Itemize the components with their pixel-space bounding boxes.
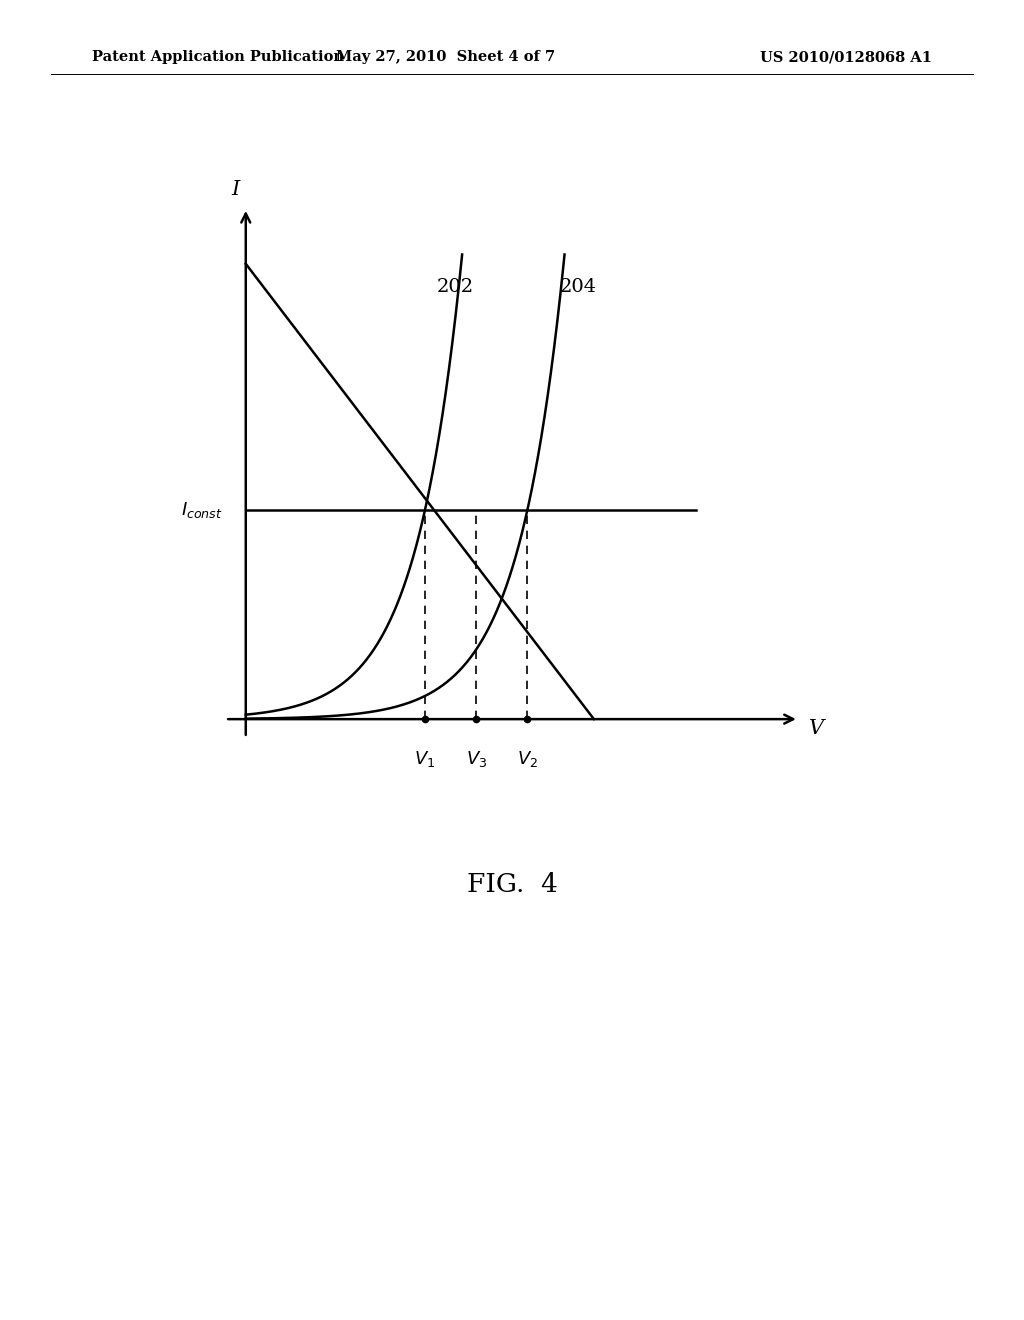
Text: $V_2$: $V_2$ <box>517 750 538 770</box>
Text: $I_{const}$: $I_{const}$ <box>181 500 223 520</box>
Text: 202: 202 <box>437 279 474 296</box>
Text: V: V <box>809 719 824 738</box>
Text: US 2010/0128068 A1: US 2010/0128068 A1 <box>760 50 932 65</box>
Text: $V_3$: $V_3$ <box>466 750 486 770</box>
Text: $V_1$: $V_1$ <box>415 750 435 770</box>
Text: FIG.  4: FIG. 4 <box>467 873 557 896</box>
Text: 204: 204 <box>560 279 597 296</box>
Text: May 27, 2010  Sheet 4 of 7: May 27, 2010 Sheet 4 of 7 <box>336 50 555 65</box>
Text: Patent Application Publication: Patent Application Publication <box>92 50 344 65</box>
Text: I: I <box>231 180 240 199</box>
